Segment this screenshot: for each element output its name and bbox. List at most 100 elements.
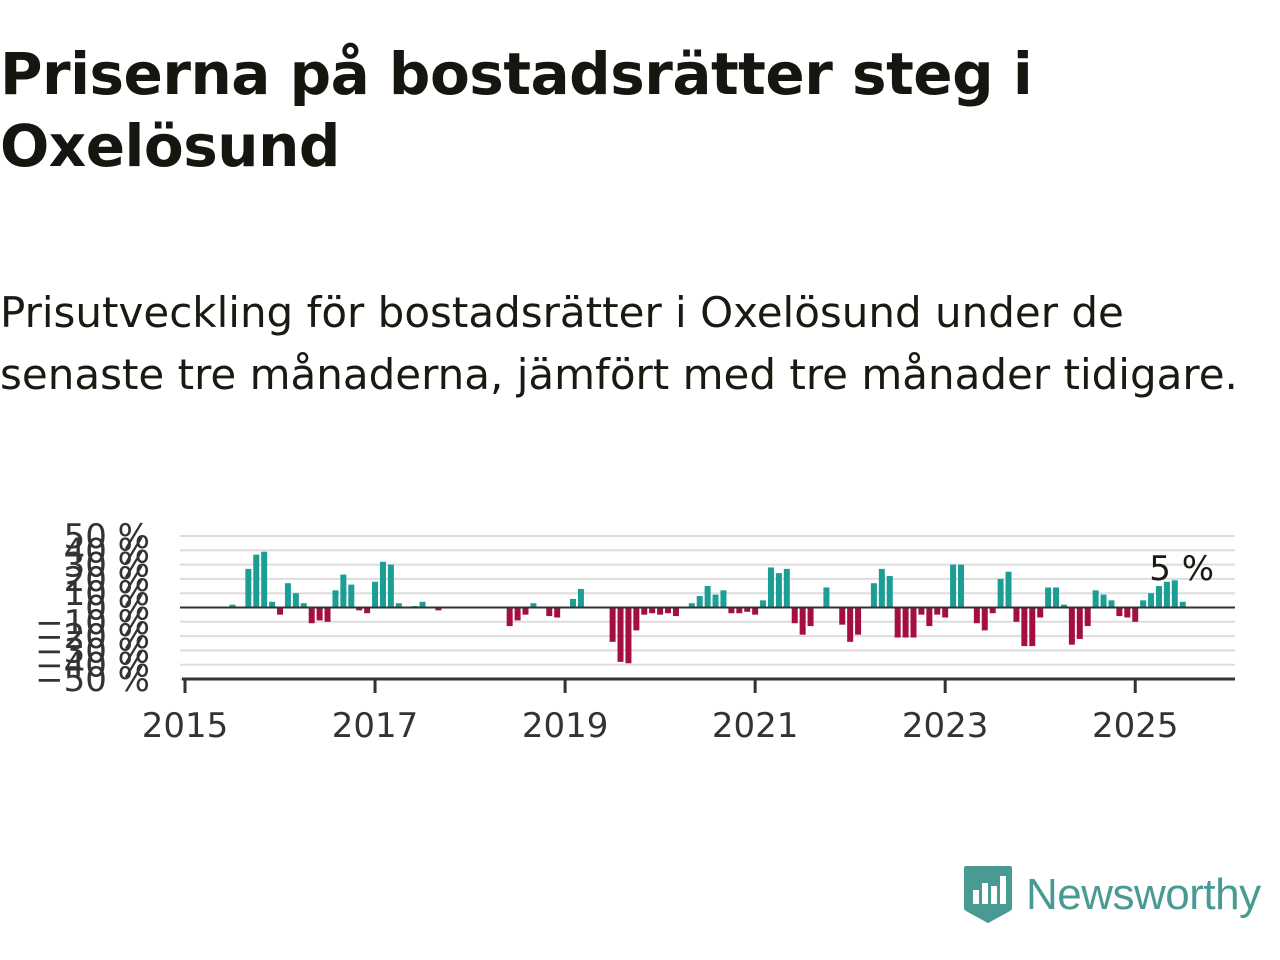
bar xyxy=(672,607,679,617)
y-tick-label: 30 % xyxy=(64,546,150,586)
bar xyxy=(657,607,664,615)
bar xyxy=(1116,607,1123,617)
bar xyxy=(1060,604,1067,608)
bar xyxy=(308,607,315,624)
x-tick-label: 2015 xyxy=(142,706,229,745)
bar xyxy=(973,607,980,624)
bar xyxy=(1045,587,1052,608)
bar xyxy=(617,607,624,662)
bar xyxy=(1092,590,1099,608)
bar xyxy=(1124,607,1131,618)
bar xyxy=(760,600,767,608)
bar xyxy=(910,607,917,638)
bar xyxy=(855,607,862,635)
bar xyxy=(1005,571,1012,608)
bar xyxy=(379,561,386,608)
bar xyxy=(665,607,672,614)
y-tick-label: −30 % xyxy=(35,631,150,671)
bar xyxy=(847,607,854,642)
bar xyxy=(942,607,949,618)
bar xyxy=(387,564,394,608)
bar xyxy=(570,598,577,608)
y-tick-label: −40 % xyxy=(35,646,150,686)
bar xyxy=(1076,607,1083,639)
bar xyxy=(364,607,371,614)
bar xyxy=(554,607,561,618)
bar xyxy=(356,607,363,611)
bar xyxy=(1132,607,1139,622)
bar xyxy=(997,578,1004,608)
bar xyxy=(253,554,260,608)
bar xyxy=(530,603,537,608)
bar xyxy=(269,601,276,608)
bar xyxy=(704,586,711,608)
brand: Newsworthy xyxy=(962,864,1261,926)
last-value-label: 5 % xyxy=(1149,549,1214,589)
y-tick-label: 20 % xyxy=(64,560,150,600)
x-axis: 2015 2017 2019 2021 2023 2025 xyxy=(142,677,1235,745)
bar xyxy=(292,593,299,608)
bar xyxy=(316,607,323,621)
bar xyxy=(348,584,355,608)
bar xyxy=(736,607,743,614)
bar xyxy=(767,567,774,608)
bar xyxy=(649,607,656,614)
bar xyxy=(506,607,513,627)
bar xyxy=(958,564,965,608)
bar xyxy=(419,601,426,608)
bar xyxy=(712,594,719,608)
brand-name: Newsworthy xyxy=(1026,870,1261,919)
bar xyxy=(277,607,284,615)
bar xyxy=(752,607,759,615)
bar xyxy=(1037,607,1044,618)
bar xyxy=(981,607,988,631)
bar xyxy=(688,603,695,608)
bar xyxy=(886,576,893,608)
bar xyxy=(609,607,616,642)
bar xyxy=(926,607,933,627)
bar xyxy=(989,607,996,614)
bar xyxy=(1021,607,1028,647)
bar xyxy=(1140,600,1147,608)
bar xyxy=(1148,593,1155,608)
bar xyxy=(625,607,632,664)
bar xyxy=(950,564,957,608)
bar xyxy=(1029,607,1036,647)
bar xyxy=(878,568,885,608)
bar xyxy=(894,607,901,638)
y-tick-label: 40 % xyxy=(64,531,150,571)
bar xyxy=(514,607,521,621)
y-axis-labels: 50 %40 %30 %20 %10 %0 %−10 %−20 %−30 %−4… xyxy=(35,517,150,700)
bar xyxy=(522,607,529,615)
bar xyxy=(261,551,268,608)
bar-chart: 50 %40 %30 %20 %10 %0 %−10 %−20 %−30 %−4… xyxy=(35,517,1235,745)
chart-subtitle: Prisutveckling för bostadsrätter i Oxelö… xyxy=(0,288,1238,399)
bar xyxy=(696,596,703,608)
y-tick-label: 50 % xyxy=(64,517,150,557)
bar xyxy=(1013,607,1020,622)
bar xyxy=(284,583,291,608)
x-tick-label: 2025 xyxy=(1092,706,1179,745)
bar xyxy=(641,607,648,615)
bar xyxy=(1171,580,1178,608)
bars xyxy=(229,551,1186,664)
bar xyxy=(340,574,347,608)
bar xyxy=(823,587,830,608)
bar xyxy=(1108,600,1115,608)
newsworthy-logo-icon xyxy=(964,866,1012,923)
bar xyxy=(720,590,727,608)
bar xyxy=(1100,594,1107,608)
bar xyxy=(1053,587,1060,608)
y-tick-label: 0 % xyxy=(85,589,150,629)
bar xyxy=(918,607,925,615)
bar xyxy=(300,603,307,608)
bar xyxy=(1155,586,1162,608)
bar xyxy=(728,607,735,614)
bar xyxy=(902,607,909,638)
bar xyxy=(934,607,941,615)
bar xyxy=(775,573,782,608)
x-tick-label: 2021 xyxy=(712,706,799,745)
y-tick-label: −20 % xyxy=(35,617,150,657)
bar xyxy=(799,607,806,635)
x-tick-label: 2017 xyxy=(332,706,419,745)
